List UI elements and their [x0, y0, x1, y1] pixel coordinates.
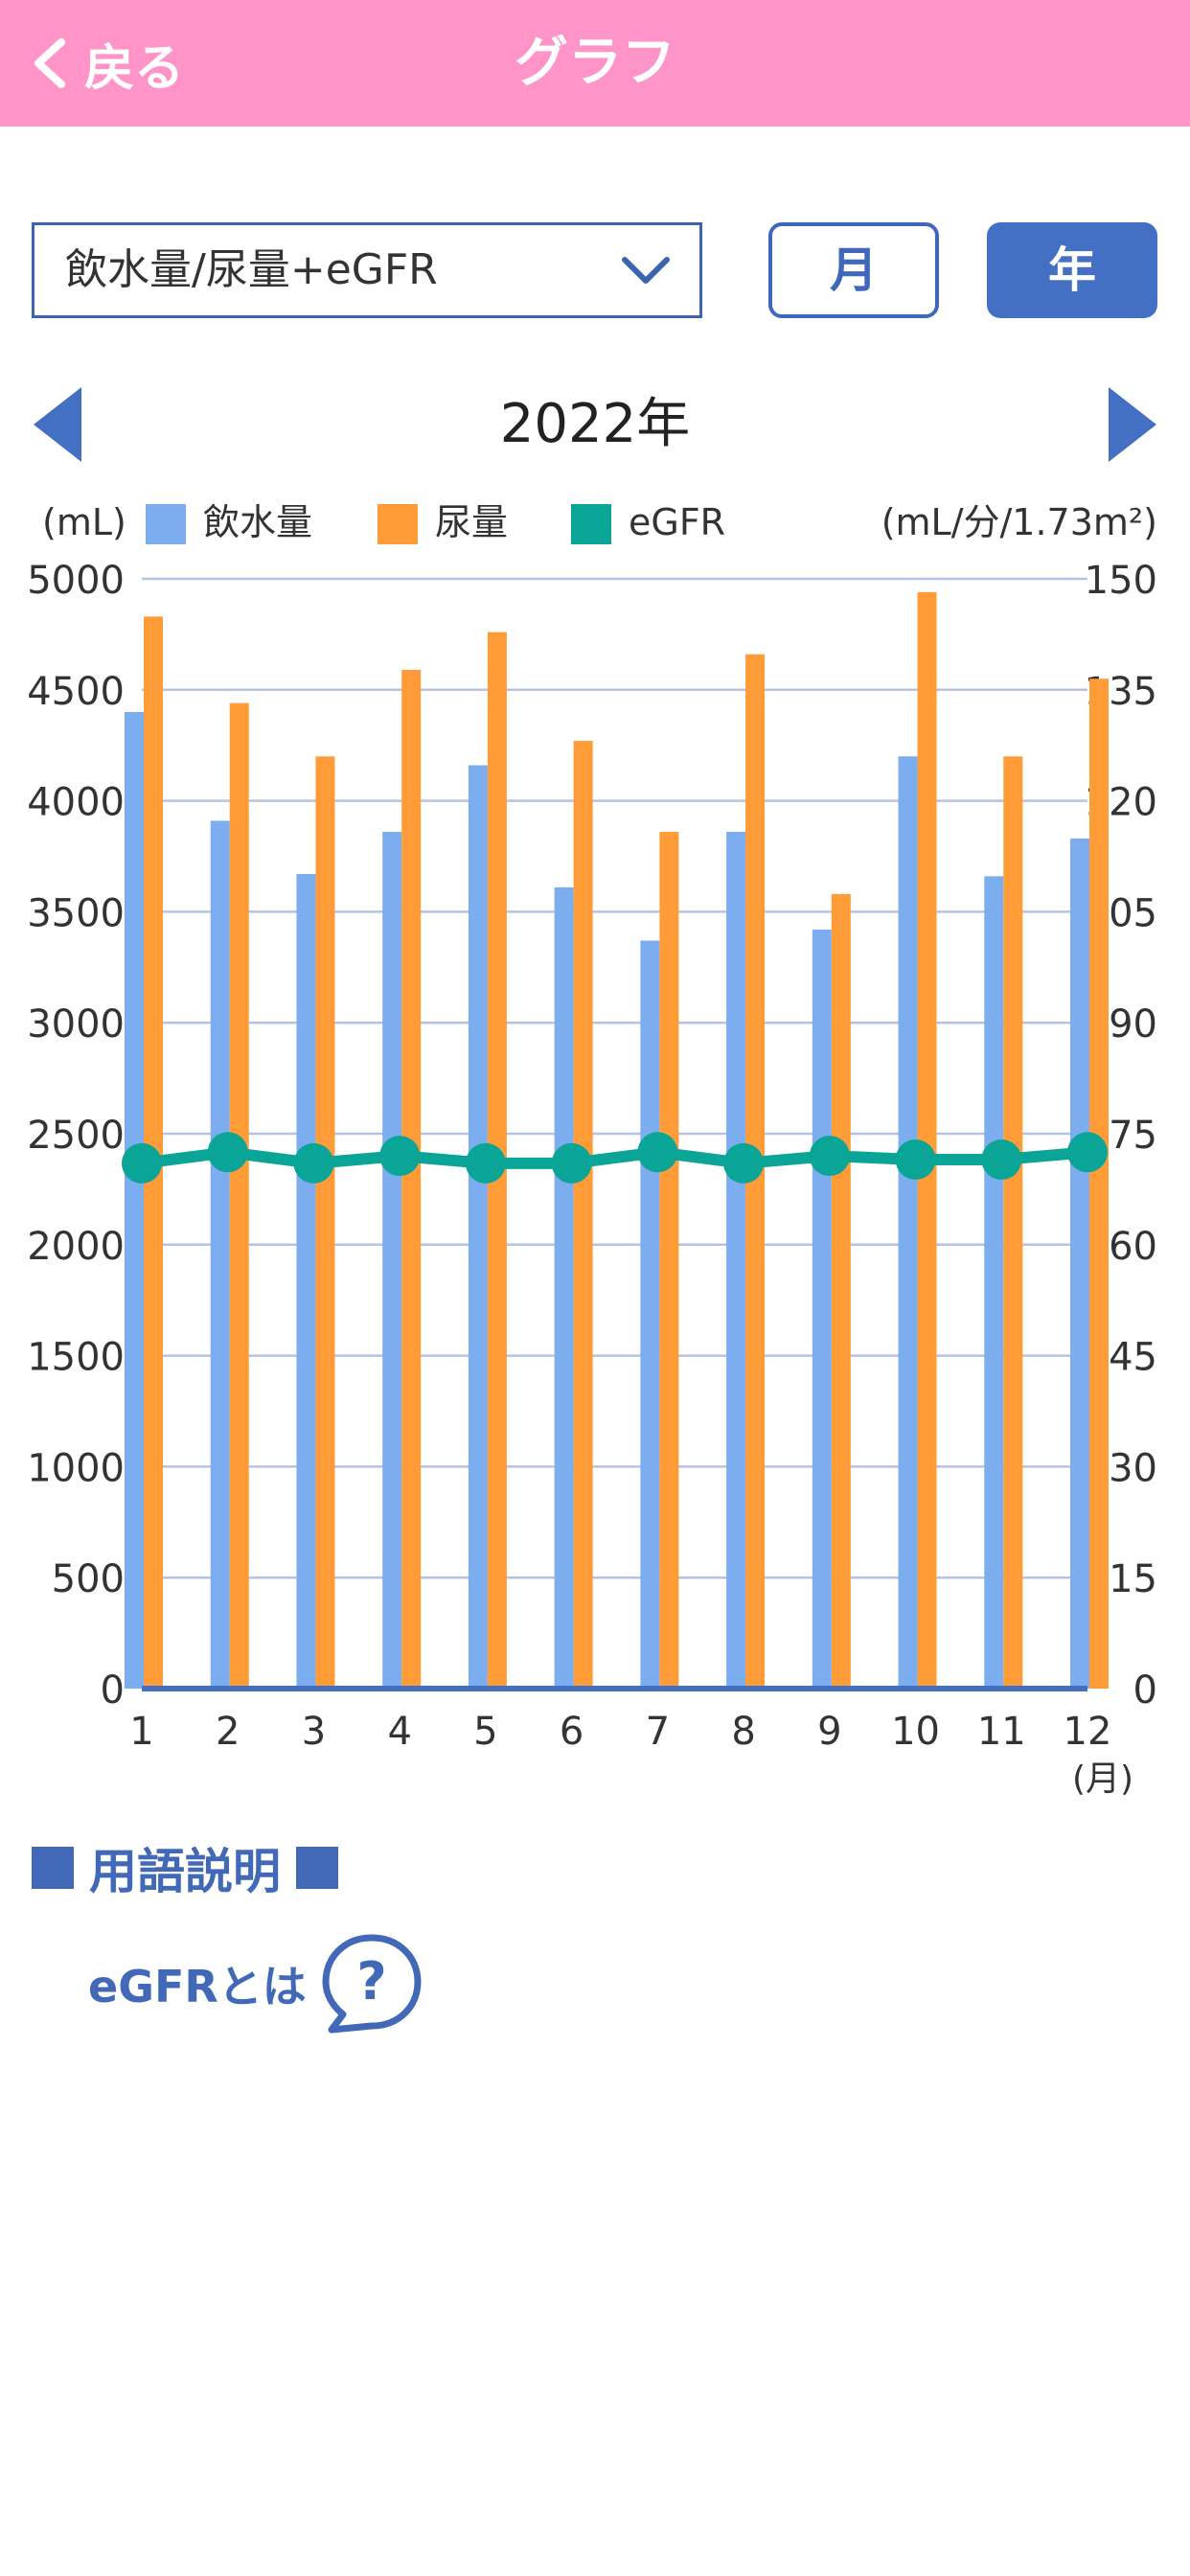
- y-left-tick-label: 2500: [27, 1114, 125, 1158]
- glossary-heading-label: 用語説明: [89, 1844, 281, 1899]
- question-speech-bubble-icon: ?: [322, 1934, 422, 2034]
- bar: [1003, 756, 1023, 1689]
- legend-label: eGFR: [629, 501, 725, 543]
- x-unit-label: (月): [1072, 1760, 1133, 1799]
- egfr-help-link[interactable]: eGFRとは ?: [88, 1926, 425, 2041]
- x-tick-label: 4: [387, 1710, 411, 1754]
- y-right-tick-label: 150: [1085, 559, 1157, 603]
- x-tick-label: 11: [977, 1710, 1026, 1754]
- bar: [468, 765, 488, 1689]
- bar: [125, 711, 144, 1689]
- egfr-point: [637, 1132, 678, 1173]
- y-left-tick-label: 5000: [27, 559, 125, 603]
- egfr-line: [141, 1146, 1088, 1169]
- legend-swatch: [378, 504, 418, 544]
- x-tick-label: 1: [129, 1710, 153, 1754]
- back-label: 戻る: [84, 39, 185, 98]
- chevron-down-icon: [622, 257, 670, 284]
- chevron-left-icon: [34, 38, 65, 88]
- egfr-point: [293, 1142, 334, 1184]
- graph-type-select[interactable]: 飲水量/尿量+eGFR: [32, 222, 702, 318]
- egfr-point: [1067, 1132, 1108, 1173]
- legend-label: 飲水量: [203, 501, 312, 543]
- egfr-point: [895, 1139, 936, 1181]
- legend-swatch: [571, 504, 611, 544]
- y-right-tick-label: 45: [1109, 1336, 1157, 1380]
- month-view-button[interactable]: 月: [768, 222, 939, 318]
- egfr-point: [122, 1142, 162, 1184]
- svg-text:?: ?: [356, 1951, 386, 2012]
- y-left-tick-label: 4500: [27, 670, 125, 714]
- x-tick-label: 8: [731, 1710, 755, 1754]
- year-view-button[interactable]: 年: [987, 222, 1157, 318]
- square-bullet-icon: [32, 1847, 74, 1889]
- y-right-tick-label: 60: [1109, 1225, 1157, 1269]
- x-tick-label: 6: [560, 1710, 584, 1754]
- egfr-help-label: eGFRとは: [88, 1961, 307, 2012]
- bar: [382, 832, 402, 1689]
- egfr-point: [207, 1132, 248, 1173]
- page-title: グラフ: [515, 32, 675, 94]
- back-button[interactable]: 戻る: [29, 29, 184, 98]
- egfr-point: [551, 1142, 592, 1184]
- x-tick-label: 10: [891, 1710, 940, 1754]
- square-bullet-icon: [296, 1847, 338, 1889]
- bar: [898, 756, 918, 1689]
- y-left-tick-label: 3500: [27, 891, 125, 935]
- x-tick-label: 7: [646, 1710, 670, 1754]
- app-header: 戻る グラフ: [0, 0, 1190, 126]
- egfr-point: [981, 1139, 1022, 1181]
- bar: [229, 702, 249, 1689]
- x-tick-label: 3: [302, 1710, 326, 1754]
- bar: [573, 741, 593, 1689]
- y-right-tick-label: 90: [1109, 1002, 1157, 1046]
- egfr-point: [465, 1142, 506, 1184]
- x-tick-label: 2: [216, 1710, 240, 1754]
- bar: [401, 669, 422, 1689]
- previous-year-arrow-icon[interactable]: [32, 385, 85, 464]
- bar: [984, 876, 1004, 1689]
- y-right-unit-label: (mL/分/1.73m²): [881, 501, 1157, 543]
- water-urine-egfr-chart: 0500100015002000250030003500400045005000…: [27, 501, 1157, 1799]
- bar: [1070, 838, 1089, 1689]
- y-left-tick-label: 1500: [27, 1336, 125, 1380]
- y-right-tick-label: 75: [1109, 1114, 1157, 1158]
- legend-label: 尿量: [435, 501, 508, 543]
- period-label: 2022年: [499, 393, 691, 455]
- next-year-arrow-icon[interactable]: [1105, 385, 1158, 464]
- bar: [1089, 678, 1109, 1689]
- y-left-tick-label: 2000: [27, 1225, 125, 1269]
- bar: [640, 940, 660, 1689]
- bar: [315, 756, 335, 1689]
- y-left-tick-label: 3000: [27, 1002, 125, 1046]
- y-left-unit-label: (mL): [42, 501, 126, 543]
- x-tick-label: 9: [817, 1710, 841, 1754]
- legend-swatch: [146, 504, 186, 544]
- bar: [659, 832, 679, 1689]
- y-left-tick-label: 500: [52, 1557, 125, 1601]
- y-right-tick-label: 30: [1109, 1446, 1157, 1490]
- egfr-point: [723, 1142, 765, 1184]
- bar: [831, 893, 851, 1689]
- y-left-tick-label: 4000: [27, 781, 125, 825]
- bar: [917, 591, 937, 1689]
- bar: [210, 820, 230, 1689]
- bar: [726, 832, 746, 1689]
- y-right-tick-label: 0: [1133, 1668, 1157, 1713]
- x-tick-label: 12: [1064, 1710, 1112, 1754]
- glossary-heading: 用語説明: [32, 1838, 338, 1899]
- graph-type-value: 飲水量/尿量+eGFR: [65, 245, 438, 294]
- y-right-tick-label: 15: [1109, 1557, 1157, 1601]
- egfr-point: [379, 1136, 421, 1177]
- bar: [812, 929, 832, 1689]
- y-left-tick-label: 1000: [27, 1446, 125, 1490]
- bar: [296, 874, 316, 1689]
- bar: [554, 886, 574, 1689]
- y-left-tick-label: 0: [101, 1668, 125, 1713]
- egfr-point: [809, 1136, 850, 1177]
- x-tick-label: 5: [473, 1710, 497, 1754]
